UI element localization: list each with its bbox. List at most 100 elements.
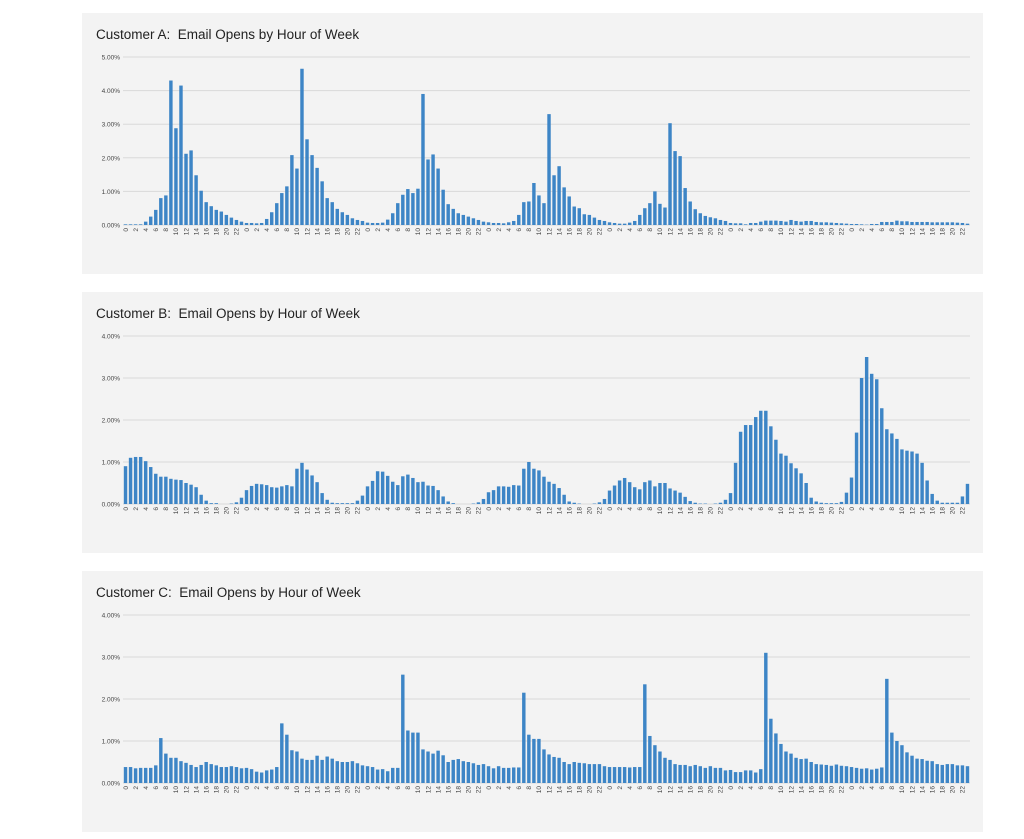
bar [355,219,360,225]
x-tick-label: 18 [698,786,705,794]
bar [431,485,435,504]
x-tick-label: 14 [556,228,563,236]
bar [849,477,854,504]
y-tick-label: 2.00% [102,697,121,704]
x-tick-label: 8 [284,228,291,232]
bar [769,718,773,783]
bar [143,461,148,504]
x-tick-label: 14 [556,786,563,794]
bar [643,482,647,504]
bar [295,751,299,783]
x-tick-label: 2 [254,228,261,232]
bar [512,767,516,783]
x-tick-label: 12 [909,786,916,794]
x-tick-label: 0 [486,228,493,232]
bar [295,168,299,225]
x-tick-label: 16 [929,228,936,236]
x-tick-label: 16 [566,786,573,794]
bar [728,493,733,504]
bar [693,502,697,504]
bar [668,488,672,504]
bar [693,209,697,225]
bar [587,764,592,783]
bar [703,767,708,783]
x-tick-label: 2 [859,786,866,790]
x-tick-label: 4 [748,786,755,790]
bar [764,410,768,504]
bar [683,496,687,504]
bar [930,761,934,783]
x-tick-label: 16 [687,786,694,794]
x-tick-label: 12 [304,228,311,236]
bar [239,221,244,225]
bar [612,222,617,225]
x-tick-label: 20 [224,507,231,515]
x-tick-label: 16 [445,507,452,515]
x-tick-label: 6 [758,228,765,232]
x-tick-label: 12 [667,786,674,794]
x-tick-label: 12 [909,507,916,515]
bar [607,222,612,225]
x-tick-label: 20 [587,228,594,236]
bar [592,217,597,225]
bar [325,499,329,504]
x-tick-label: 20 [829,786,836,794]
bar [774,439,778,504]
x-tick-label: 10 [778,228,785,236]
bar [895,438,899,504]
chart-customer-b: 0.00%1.00%2.00%3.00%4.00%0 2 4 6 8 10 12 14 16 18… [102,334,970,515]
x-tick-label: 16 [929,786,936,794]
bar [517,767,521,783]
x-tick-label: 16 [808,228,815,236]
bar [194,175,198,225]
bar [123,466,128,504]
x-tick-label: 2 [375,507,382,511]
bar [391,213,395,225]
y-tick-label: 3.00% [102,122,121,129]
bar [789,463,793,504]
bar [663,483,667,504]
bar [481,764,486,783]
bar [678,492,682,504]
bar [259,222,264,225]
bar [527,462,531,504]
bar [728,769,733,783]
bar [214,209,218,225]
bar [900,449,904,504]
x-tick-label: 16 [566,507,573,515]
x-tick-label: 14 [919,786,926,794]
bar [335,208,339,225]
y-tick-label: 2.00% [102,418,121,425]
x-tick-label: 6 [637,786,644,790]
bar [597,219,602,225]
x-tick-label: 6 [879,507,886,511]
bar [643,684,647,783]
x-tick-label: 0 [365,507,372,511]
bar [743,425,748,504]
bar [401,674,405,783]
bar [955,765,960,783]
x-tick-label: 8 [647,507,654,511]
bar [300,758,304,783]
bar [234,219,239,225]
bar [668,123,672,225]
x-tick-label: 14 [919,228,926,236]
x-tick-label: 8 [405,786,412,790]
bar [829,765,834,783]
bar [890,221,894,225]
bar [254,483,259,504]
bar [169,757,173,783]
bar [496,222,501,225]
x-tick-label: 12 [183,228,190,236]
bar [587,214,592,225]
bar [537,470,541,504]
bar [663,207,667,225]
bar [577,762,581,783]
bar [804,220,808,225]
bar [532,183,536,225]
bar [517,485,521,504]
bar [229,766,234,783]
x-tick-label: 4 [264,228,271,232]
bar [476,219,481,225]
x-tick-label: 12 [183,786,190,794]
